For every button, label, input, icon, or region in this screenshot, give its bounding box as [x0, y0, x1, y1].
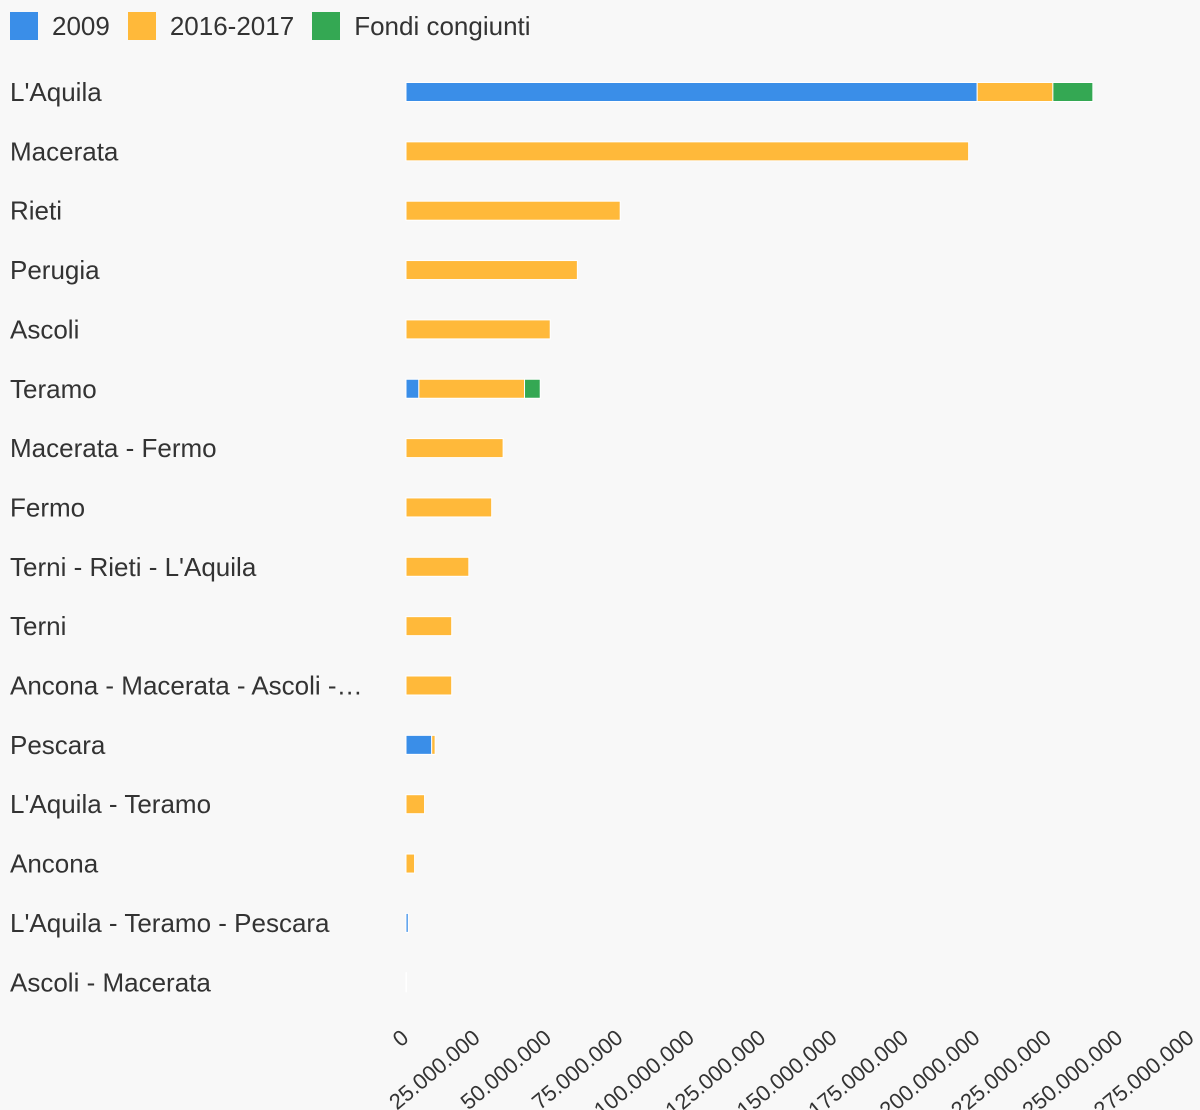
bar-segment-rieti-2016-2017[interactable] — [405, 200, 621, 221]
bar-segment-ancona-2016-2017[interactable] — [405, 853, 416, 874]
legend-item-2016-2017[interactable]: 2016-2017 — [127, 10, 295, 42]
legend-item-2009[interactable]: 2009 — [10, 11, 110, 42]
legend-swatch-2016-2017 — [127, 12, 156, 40]
bar-segment-teramo-fondi-congiunti[interactable] — [524, 378, 541, 399]
category-label-perugia: Perugia — [10, 255, 100, 285]
bar-segment-perugia-2016-2017[interactable] — [405, 260, 578, 281]
chart-legend: 2009 2016-2017 Fondi congiunti — [10, 8, 531, 44]
bar-segment-ancona-macerata-ascoli-2016-2017[interactable] — [405, 675, 453, 696]
bar-segment-terni-2016-2017[interactable] — [405, 616, 453, 637]
bar-segment-pescara-2009[interactable] — [405, 734, 433, 755]
bar-segment-teramo-2009[interactable] — [405, 378, 420, 399]
category-label-ascoli-macerata: Ascoli - Macerata — [10, 967, 211, 997]
bar-segment-l-aquila-2009[interactable] — [405, 82, 978, 102]
bar-segment-l-aquila-teramo-2016-2017[interactable] — [405, 794, 426, 815]
bar-segment-ascoli-2016-2017[interactable] — [405, 319, 551, 340]
legend-item-fondi-congiunti[interactable]: Fondi congiunti — [312, 10, 531, 42]
bar-segment-l-aquila-fondi-congiunti[interactable] — [1052, 82, 1094, 102]
category-label-macerata-fermo: Macerata - Fermo — [10, 433, 217, 463]
bar-segment-teramo-2016-2017[interactable] — [418, 378, 526, 399]
category-label-terni: Terni — [10, 611, 66, 641]
category-label-ancona-macerata-ascoli: Ancona - Macerata - Ascoli -… — [10, 671, 363, 701]
category-label-terni-rieti-l-aquila: Terni - Rieti - L'Aquila — [10, 552, 257, 582]
category-label-l-aquila-teramo-pescara: L'Aquila - Teramo - Pescara — [10, 908, 330, 938]
legend-label-fondi-congiunti: Fondi congiunti — [354, 10, 531, 41]
bar-segment-l-aquila-teramo-pescara-2009[interactable] — [405, 912, 409, 933]
bar-segment-pescara-2016-2017[interactable] — [431, 734, 436, 755]
bar-segment-ascoli-macerata-2016-2017[interactable] — [405, 972, 408, 993]
category-label-ancona: Ancona — [10, 849, 99, 879]
category-label-fermo: Fermo — [10, 492, 85, 522]
bar-segment-fermo-2016-2017[interactable] — [405, 497, 493, 518]
category-label-rieti: Rieti — [10, 196, 62, 226]
bar-segment-macerata-fermo-2016-2017[interactable] — [405, 438, 504, 459]
category-label-ascoli: Ascoli — [10, 314, 79, 344]
category-label-teramo: Teramo — [10, 374, 97, 404]
legend-swatch-2009 — [10, 12, 38, 40]
bar-segment-macerata-2016-2017[interactable] — [405, 141, 970, 162]
bar-segment-l-aquila-2016-2017[interactable] — [976, 82, 1054, 102]
bar-segment-terni-rieti-l-aquila-2016-2017[interactable] — [405, 556, 470, 577]
category-label-pescara: Pescara — [10, 730, 106, 760]
legend-swatch-fondi-congiunti — [312, 12, 341, 40]
category-label-l-aquila: L'Aquila — [10, 77, 102, 107]
legend-label-2016-2017: 2016-2017 — [169, 10, 295, 41]
category-label-l-aquila-teramo: L'Aquila - Teramo — [10, 789, 211, 819]
x-tick-label: 0 — [388, 1025, 413, 1052]
legend-label-2009: 2009 — [52, 10, 110, 41]
category-label-macerata: Macerata — [10, 136, 119, 166]
